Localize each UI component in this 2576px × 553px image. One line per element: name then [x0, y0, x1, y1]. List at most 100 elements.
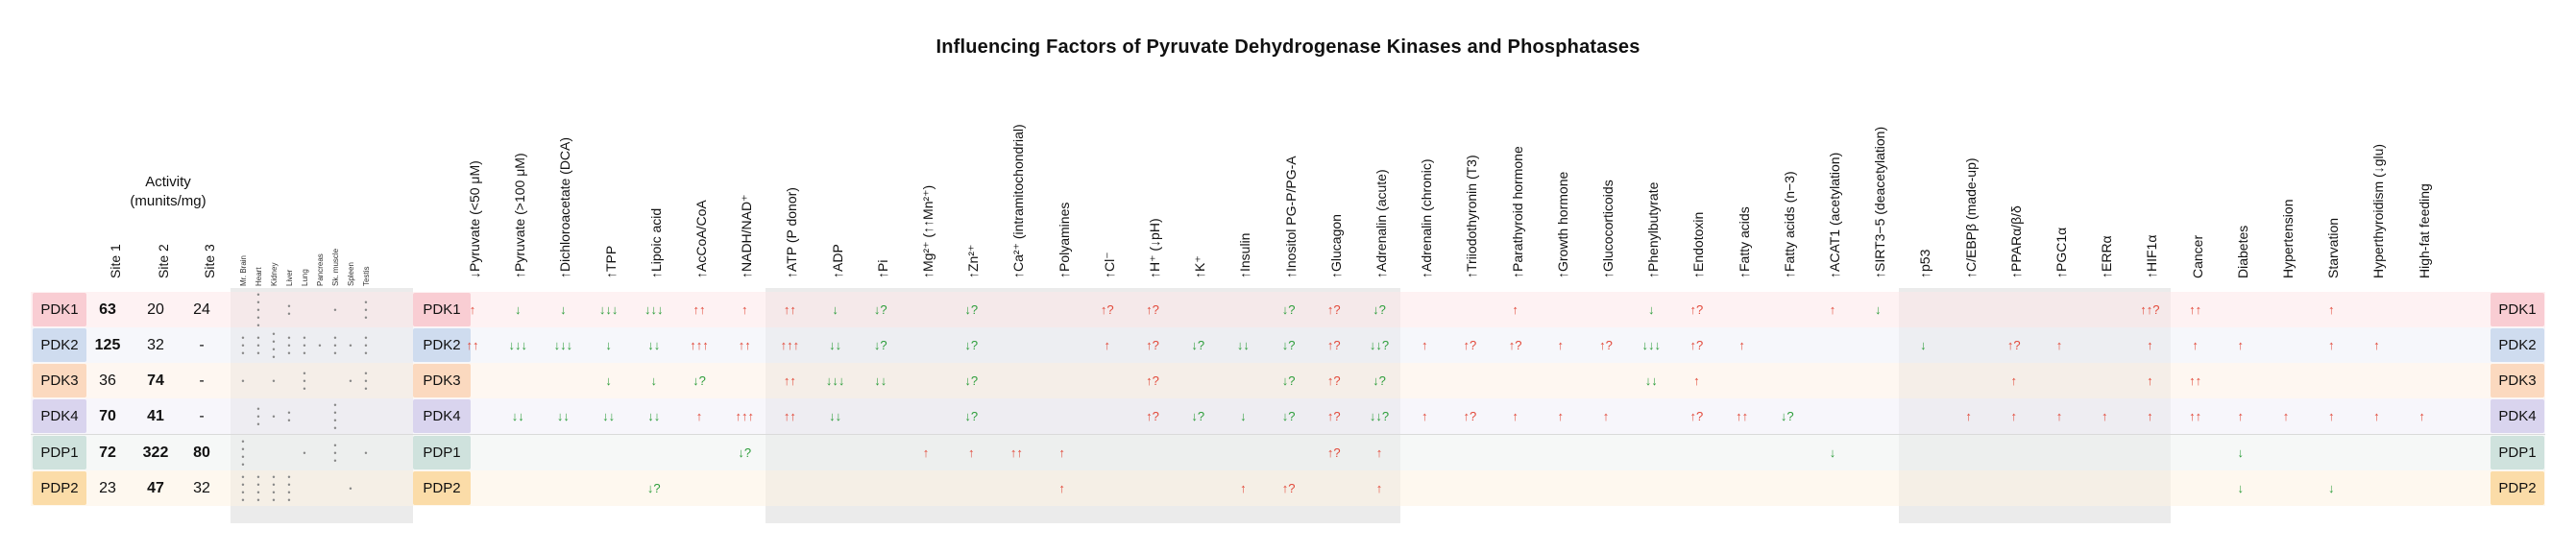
tissue-expression-dots: • • •: [333, 332, 337, 358]
effect-marker: ↓: [650, 373, 658, 388]
tissue-expression-dots: •: [333, 304, 337, 315]
site-activity-value: 23: [99, 480, 116, 496]
gene-label-mid: PDP1: [413, 436, 471, 469]
site-header: Site 2: [156, 244, 171, 278]
effect-marker: ↓?: [964, 338, 979, 352]
effect-marker: ↑: [2373, 409, 2380, 423]
effect-marker: ↓: [514, 302, 522, 317]
effect-marker: ↑?: [1146, 373, 1159, 388]
effect-marker: ↑: [2055, 338, 2063, 352]
factor-header: ↑K⁺: [1192, 255, 1208, 278]
effect-marker: ↑: [1240, 481, 1247, 495]
tissue-expression-dots: •: [241, 375, 245, 386]
chart-title: Influencing Factors of Pyruvate Dehydrog…: [936, 36, 1640, 58]
factor-header: ↑Adrenalin (acute): [1373, 169, 1389, 278]
factor-header: ↑Mg²⁺ (↑↑Mn²⁺): [920, 184, 936, 278]
effect-marker: ↑?: [1281, 481, 1296, 495]
gene-label-left: PDK1: [33, 293, 86, 326]
tissue-expression-dots: •: [272, 411, 276, 421]
site-activity-value: 24: [193, 301, 210, 318]
effect-marker: ↑?: [1146, 409, 1159, 423]
activity-header: Activity (munits/mg): [130, 174, 207, 209]
row-separator: [31, 434, 2545, 435]
effect-marker: ↓?: [1281, 338, 1296, 352]
factor-header: ↓Pyruvate (<50 μM): [467, 160, 482, 278]
tissue-expression-dots: • • •: [333, 440, 337, 466]
effect-marker: ↑: [2418, 409, 2425, 423]
tissue-expression-dots: • • •: [364, 332, 368, 358]
tissue-expression-dots: • • •: [241, 332, 245, 358]
effect-marker: ↑: [695, 409, 703, 423]
tissue-expression-dots: • • • • •: [256, 289, 260, 330]
factor-header: Hypertension: [2280, 199, 2296, 279]
tissue-header: Pancreas: [316, 253, 325, 286]
effect-marker: ↓?: [1780, 409, 1794, 423]
tissue-expression-dots: • • •: [256, 403, 260, 429]
tissue-header: Kidney: [270, 262, 279, 286]
effect-marker: ↑: [1058, 481, 1065, 495]
effect-marker: ↑?: [1689, 302, 1704, 317]
effect-marker: ↑?: [1508, 338, 1522, 352]
site-activity-value: 70: [99, 408, 116, 424]
factor-header: ↑Inositol PG-P/PG-A: [1282, 156, 1299, 278]
effect-marker: ↓: [2237, 481, 2245, 495]
effect-marker: ↑: [1738, 338, 1745, 352]
effect-marker: ↑: [2327, 409, 2335, 423]
gene-label-mid: PDK4: [413, 399, 471, 433]
effect-marker: ↓: [605, 373, 612, 388]
effect-marker: ↓: [2327, 481, 2335, 495]
gene-label-mid: PDK1: [413, 293, 471, 326]
tissue-expression-dots: • • • •: [241, 436, 245, 469]
gene-label-mid: PDK3: [413, 364, 471, 397]
factor-header: ↑Zn²⁺: [965, 244, 982, 278]
factor-header: ↑p53: [1917, 249, 1933, 278]
factor-header: ↑Polyamines: [1056, 202, 1072, 278]
site-activity-value: 32: [147, 337, 164, 353]
tissue-header: Liver: [285, 269, 294, 286]
tissue-header: Mr. Brain: [239, 254, 248, 286]
effect-marker: ↑?: [1689, 409, 1704, 423]
gene-label-right: PDK4: [2491, 399, 2544, 433]
effect-marker: ↓: [560, 302, 567, 317]
effect-marker: ↓: [1240, 409, 1247, 423]
gene-label-right: PDK1: [2491, 293, 2544, 326]
effect-marker: ↓↓: [1644, 373, 1658, 388]
effect-marker: ↑: [2101, 409, 2108, 423]
tissue-expression-dots: • •: [287, 301, 291, 319]
tissue-expression-dots: • • •: [303, 332, 306, 358]
effect-marker: ↓↓: [647, 409, 661, 423]
site-activity-value: 41: [147, 408, 164, 424]
effect-marker: ↑: [1058, 445, 1065, 460]
effect-marker: ↓: [832, 302, 838, 317]
factor-header: ↑Pi: [874, 259, 890, 278]
effect-marker: ↑↑: [2189, 302, 2202, 317]
tissue-expression-dots: •: [349, 375, 352, 386]
effect-marker: ↑: [1104, 338, 1111, 352]
effect-marker: ↑↑: [783, 302, 796, 317]
effect-marker: ↓?: [646, 481, 661, 495]
effect-marker: ↑: [1829, 302, 1836, 317]
effect-marker: ↑: [1512, 302, 1519, 317]
effect-marker: ↓↓: [602, 409, 616, 423]
effect-marker: ↓↓↓: [644, 302, 664, 317]
tissue-expression-dots: •: [349, 340, 352, 350]
site-activity-value: -: [199, 373, 205, 389]
effect-marker: ↓↓: [647, 338, 661, 352]
effect-marker: ↑: [1512, 409, 1519, 423]
effect-marker: ↑?: [1326, 338, 1341, 352]
effect-marker: ↑: [2237, 338, 2245, 352]
factor-header: ↑SIRT3−5 (deacetylation): [1872, 126, 1888, 278]
gene-label-left: PDP2: [33, 471, 86, 505]
effect-marker: ↓?: [873, 302, 887, 317]
tissue-expression-dots: • • • •: [241, 471, 245, 505]
site-activity-value: 74: [147, 373, 164, 389]
effect-marker: ↑?: [1689, 338, 1704, 352]
effect-marker: ↑?: [1326, 409, 1341, 423]
effect-marker: ↓↓↓: [598, 302, 619, 317]
effect-marker: ↓: [2237, 445, 2245, 460]
factor-header: ↑Adrenalin (chronic): [1419, 158, 1435, 279]
effect-marker: ↑?: [1463, 409, 1477, 423]
gene-label-left: PDK4: [33, 399, 86, 433]
effect-marker: ↓: [605, 338, 612, 352]
tissue-expression-dots: •: [349, 483, 352, 493]
